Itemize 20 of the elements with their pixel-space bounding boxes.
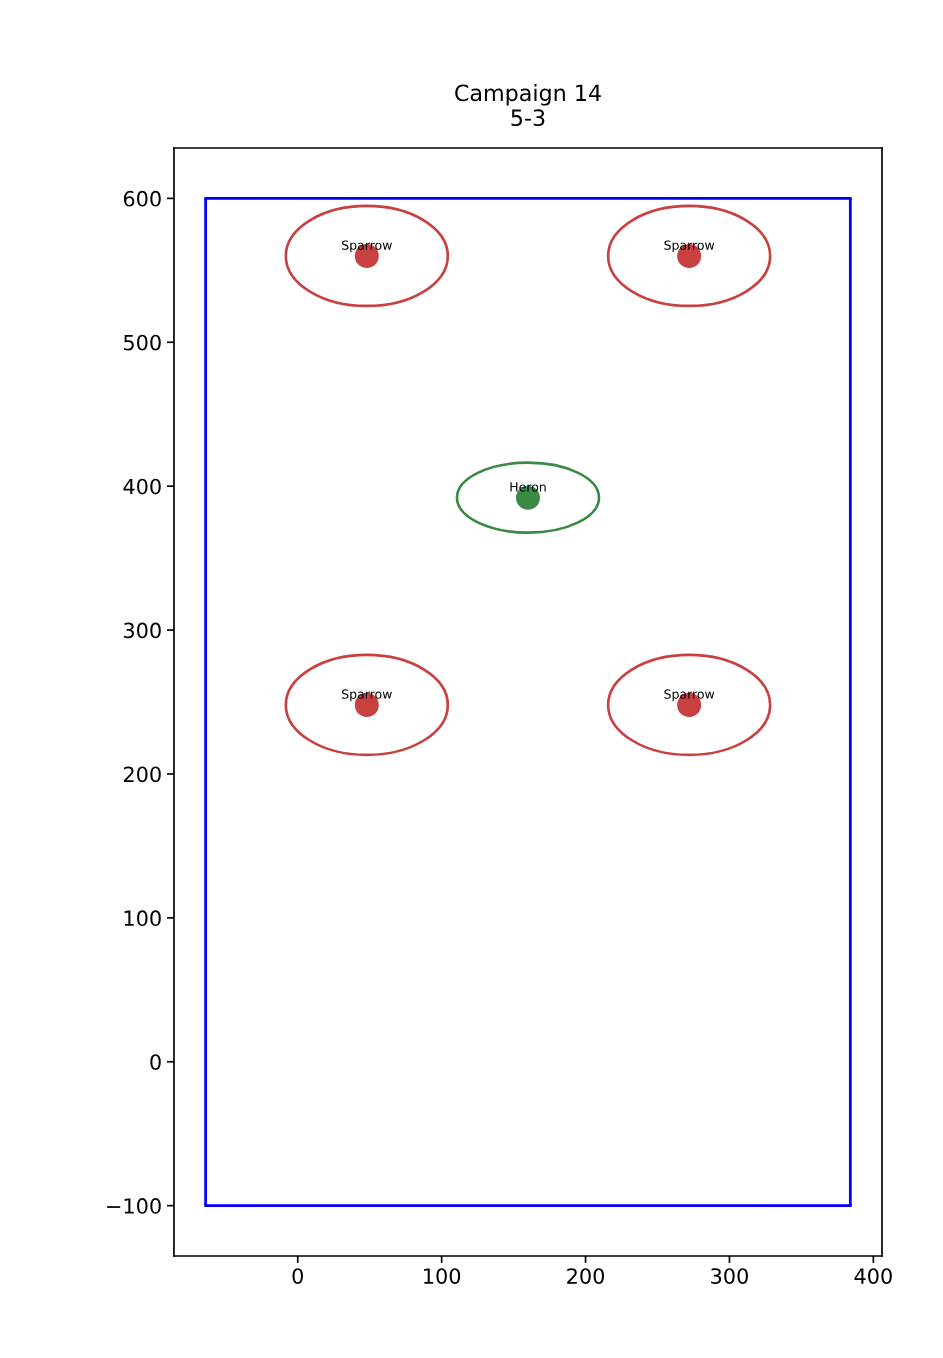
- y-tick-label: 200: [123, 766, 161, 783]
- x-tick-label: 200: [567, 1268, 605, 1284]
- x-tick-label: 300: [711, 1268, 748, 1284]
- y-tick-label: −100: [107, 1198, 161, 1214]
- y-tick-label: 100: [124, 910, 161, 927]
- text: Sparrow: [342, 240, 392, 253]
- y-tick-label: 300: [124, 622, 161, 639]
- text: Sparrow: [664, 240, 715, 253]
- chart-title: Campaign 14: [455, 84, 601, 106]
- text: Sparrow: [664, 689, 715, 702]
- chart-subtitle: 5-3: [511, 109, 545, 127]
- x-tick-label: 400: [854, 1268, 892, 1284]
- series-label: Sparrow: [342, 689, 392, 702]
- x-tick-label: 100: [424, 1268, 461, 1284]
- y-tick-label: 0: [150, 1054, 161, 1070]
- y-tick-label: 500: [124, 334, 161, 351]
- y-tick-label: 600: [123, 190, 161, 207]
- y-tick-label: 400: [123, 478, 161, 495]
- series-label: Heron: [510, 482, 546, 492]
- x-tick-label: 0: [292, 1268, 303, 1284]
